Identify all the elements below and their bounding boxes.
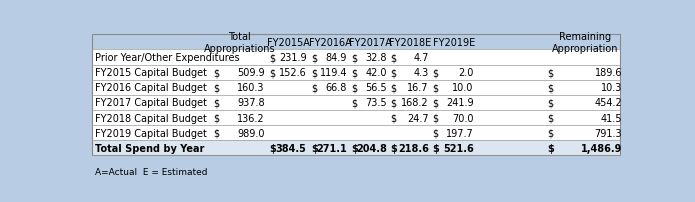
Text: $: $ [311,143,318,153]
Text: $: $ [213,128,220,138]
Text: $: $ [390,83,396,93]
Text: $: $ [213,98,220,108]
Text: 2.0: 2.0 [458,68,473,78]
Text: 241.9: 241.9 [446,98,473,108]
Text: Prior Year/Other Expenditures: Prior Year/Other Expenditures [95,53,240,63]
Text: 218.6: 218.6 [398,143,429,153]
Text: FY2017 Capital Budget: FY2017 Capital Budget [95,98,207,108]
Text: $: $ [311,68,317,78]
Text: 189.6: 189.6 [595,68,622,78]
Text: $: $ [311,83,317,93]
Text: Remaining
Appropriation: Remaining Appropriation [552,32,619,53]
Text: 204.8: 204.8 [356,143,387,153]
Text: FY2019 Capital Budget: FY2019 Capital Budget [95,128,207,138]
Bar [92,110,620,125]
Text: $: $ [352,68,357,78]
Text: $: $ [432,128,439,138]
Text: 119.4: 119.4 [320,68,347,78]
Text: $: $ [547,143,554,153]
Bar [92,95,620,110]
Text: $: $ [390,113,396,123]
Text: 16.7: 16.7 [407,83,429,93]
Text: $: $ [390,53,396,63]
Text: 10.0: 10.0 [452,83,473,93]
Text: $: $ [269,68,275,78]
Text: 1,486.9: 1,486.9 [581,143,622,153]
Text: $: $ [213,83,220,93]
Text: 384.5: 384.5 [276,143,306,153]
Text: FY2018E: FY2018E [389,38,432,48]
Text: 271.1: 271.1 [316,143,347,153]
Text: FY2016A: FY2016A [309,38,352,48]
Text: $: $ [547,128,553,138]
Text: 41.5: 41.5 [600,113,622,123]
Text: $: $ [352,83,357,93]
Text: $: $ [269,143,276,153]
Bar [92,35,620,50]
Text: $: $ [547,98,553,108]
Text: 454.2: 454.2 [594,98,622,108]
Text: 10.3: 10.3 [601,83,622,93]
Bar [92,141,620,156]
Text: FY2019E: FY2019E [433,38,475,48]
Text: 24.7: 24.7 [407,113,429,123]
Text: FY2015A: FY2015A [268,38,310,48]
Text: $: $ [547,113,553,123]
Text: $: $ [311,53,317,63]
Bar [92,50,620,65]
Text: $: $ [547,83,553,93]
Bar [92,35,620,156]
Text: 66.8: 66.8 [326,83,347,93]
Text: $: $ [352,53,357,63]
Text: FY2017A: FY2017A [349,38,391,48]
Text: $: $ [352,98,357,108]
Text: $: $ [269,53,275,63]
Text: 521.6: 521.6 [443,143,473,153]
Text: $: $ [390,143,397,153]
Text: 84.9: 84.9 [326,53,347,63]
Text: 791.3: 791.3 [595,128,622,138]
Text: FY2015 Capital Budget: FY2015 Capital Budget [95,68,207,78]
Text: 136.2: 136.2 [237,113,265,123]
Text: Total
Appropriations: Total Appropriations [204,32,275,53]
Text: $: $ [432,98,439,108]
Text: $: $ [432,113,439,123]
Text: $: $ [213,68,220,78]
Text: 231.9: 231.9 [279,53,306,63]
Text: 73.5: 73.5 [366,98,387,108]
Text: $: $ [432,68,439,78]
Text: $: $ [390,68,396,78]
Text: 56.5: 56.5 [366,83,387,93]
Bar [92,35,620,156]
Text: 32.8: 32.8 [366,53,387,63]
Text: FY2016 Capital Budget: FY2016 Capital Budget [95,83,207,93]
Text: $: $ [390,98,396,108]
Text: FY2018 Capital Budget: FY2018 Capital Budget [95,113,207,123]
Text: 509.9: 509.9 [237,68,265,78]
Bar [92,65,620,80]
Text: 42.0: 42.0 [366,68,387,78]
Text: 4.3: 4.3 [414,68,429,78]
Text: $: $ [213,113,220,123]
Text: 937.8: 937.8 [237,98,265,108]
Text: $: $ [547,68,553,78]
Text: 989.0: 989.0 [237,128,265,138]
Bar [92,80,620,95]
Text: $: $ [432,83,439,93]
Text: 152.6: 152.6 [279,68,306,78]
Text: 168.2: 168.2 [401,98,429,108]
Text: Total Spend by Year: Total Spend by Year [95,143,204,153]
Text: 160.3: 160.3 [237,83,265,93]
Bar [92,125,620,141]
Text: A=Actual  E = Estimated: A=Actual E = Estimated [95,167,207,176]
Text: 4.7: 4.7 [414,53,429,63]
Text: $: $ [432,143,439,153]
Text: 197.7: 197.7 [446,128,473,138]
Text: 70.0: 70.0 [452,113,473,123]
Text: $: $ [352,143,358,153]
